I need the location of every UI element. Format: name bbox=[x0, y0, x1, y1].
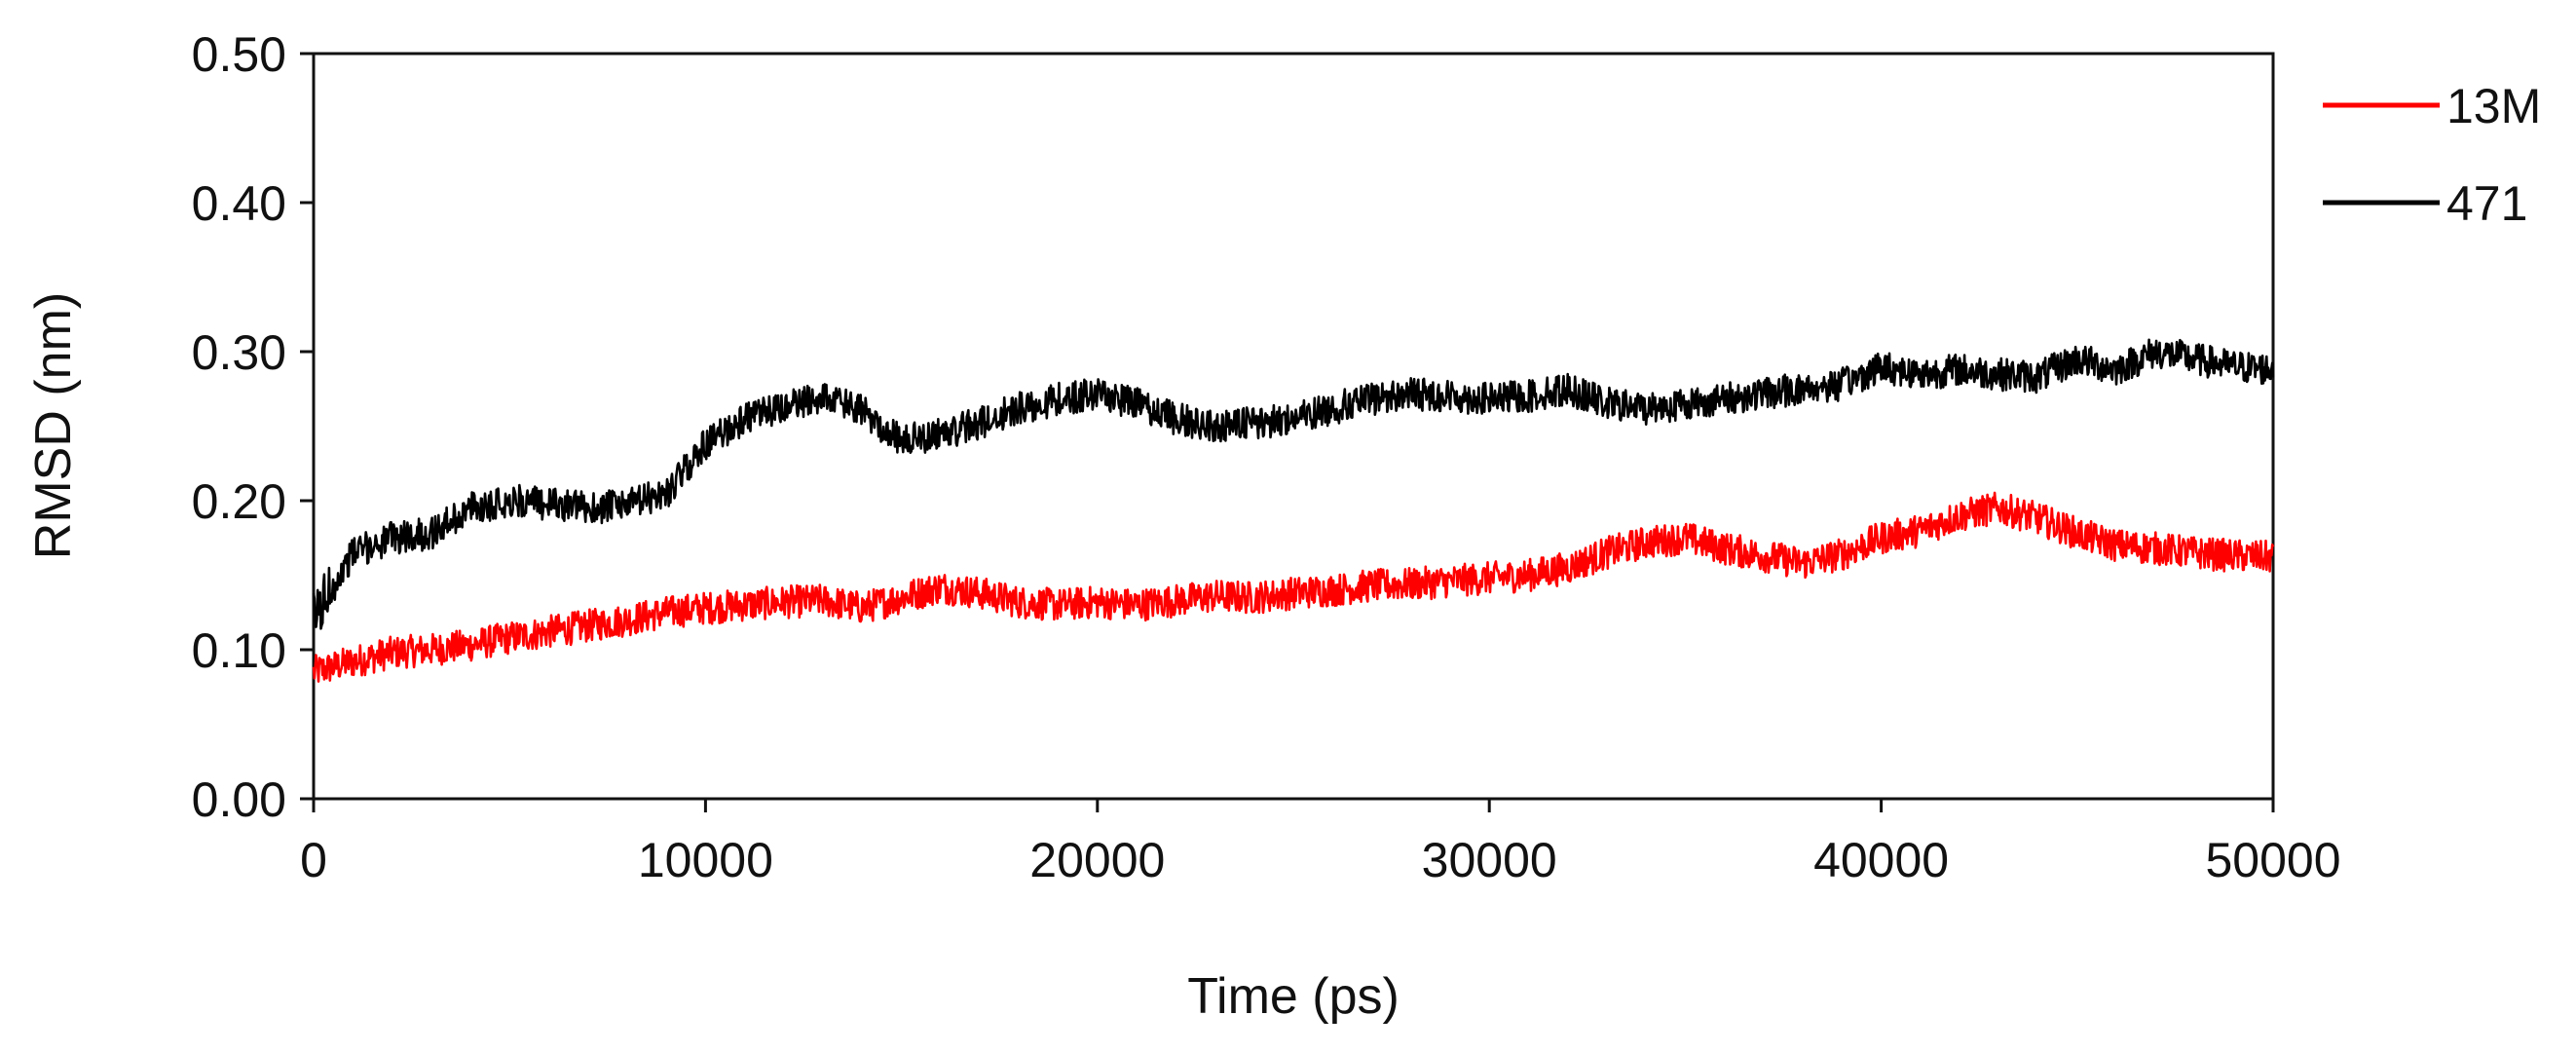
x-tick-label: 0 bbox=[300, 833, 327, 887]
legend-label-13M: 13M bbox=[2446, 79, 2541, 133]
series-line-13M bbox=[312, 491, 2275, 683]
y-tick-label: 0.40 bbox=[192, 176, 286, 231]
y-tick-label: 0.00 bbox=[192, 772, 286, 827]
x-axis-ticks: 0 10000 20000 30000 40000 50000 bbox=[300, 799, 2341, 887]
y-tick-label: 0.30 bbox=[192, 325, 286, 380]
x-axis-title: Time (ps) bbox=[1187, 968, 1400, 1025]
series-layer bbox=[312, 338, 2275, 683]
y-tick-label: 0.50 bbox=[192, 27, 286, 82]
legend-label-471: 471 bbox=[2446, 176, 2527, 231]
y-axis-title: RMSD (nm) bbox=[25, 292, 82, 559]
legend: 13M 471 bbox=[2323, 79, 2541, 231]
x-tick-label: 50000 bbox=[2205, 833, 2340, 887]
y-tick-label: 0.10 bbox=[192, 623, 286, 678]
x-tick-label: 20000 bbox=[1029, 833, 1165, 887]
y-axis-ticks: 0.00 0.10 0.20 0.30 0.40 0.50 bbox=[192, 27, 314, 827]
x-tick-label: 30000 bbox=[1422, 833, 1557, 887]
x-tick-label: 10000 bbox=[638, 833, 773, 887]
x-tick-label: 40000 bbox=[1813, 833, 1949, 887]
y-tick-label: 0.20 bbox=[192, 474, 286, 529]
series-line-471 bbox=[312, 338, 2275, 630]
